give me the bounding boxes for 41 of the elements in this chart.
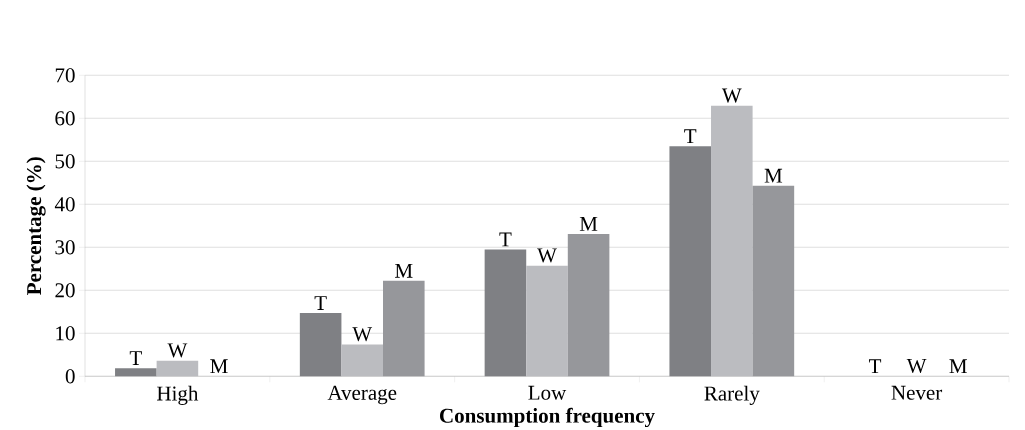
x-tick-label: Average: [327, 385, 397, 405]
series-label: M: [395, 263, 413, 278]
text: M: [579, 216, 598, 231]
text: T: [499, 232, 512, 247]
text: T: [129, 350, 142, 365]
y-tick-label: 50: [55, 154, 75, 169]
text: M: [210, 359, 228, 373]
y-tick-label: 40: [54, 197, 75, 212]
bar: [383, 280, 425, 377]
series-label: W: [352, 326, 373, 342]
y-tick-label: 20: [55, 283, 75, 298]
text: T: [868, 359, 882, 373]
y-tick-label: 10: [56, 326, 75, 341]
x-tick-label: High: [157, 385, 199, 405]
text: W: [167, 343, 188, 358]
text: W: [537, 248, 557, 263]
text: M: [764, 168, 783, 183]
bar: [711, 105, 753, 377]
bar: [526, 265, 568, 377]
y-tick-label: 0: [65, 369, 75, 384]
text: M: [949, 359, 967, 373]
x-tick-label: Low: [528, 385, 567, 400]
x-axis-title: Consumption frequency: [440, 407, 655, 427]
y-axis-title: Percentage (%): [26, 157, 46, 295]
y-tick-label: 30: [55, 240, 75, 255]
bar: [669, 146, 712, 377]
bar: [484, 249, 527, 377]
bar: [567, 233, 610, 377]
y-tick-label: 70: [55, 68, 75, 83]
bar: [299, 312, 342, 377]
text: W: [906, 358, 927, 373]
y-tick-label: 60: [55, 111, 75, 126]
bar: [156, 360, 199, 377]
text: W: [721, 88, 742, 103]
bar: [752, 185, 795, 377]
text: T: [684, 129, 697, 143]
series-label: T: [314, 295, 327, 310]
bar: [341, 344, 383, 377]
bar: [115, 367, 157, 377]
x-tick-label: Rarely: [704, 385, 760, 405]
x-tick-label: Never: [891, 385, 943, 400]
